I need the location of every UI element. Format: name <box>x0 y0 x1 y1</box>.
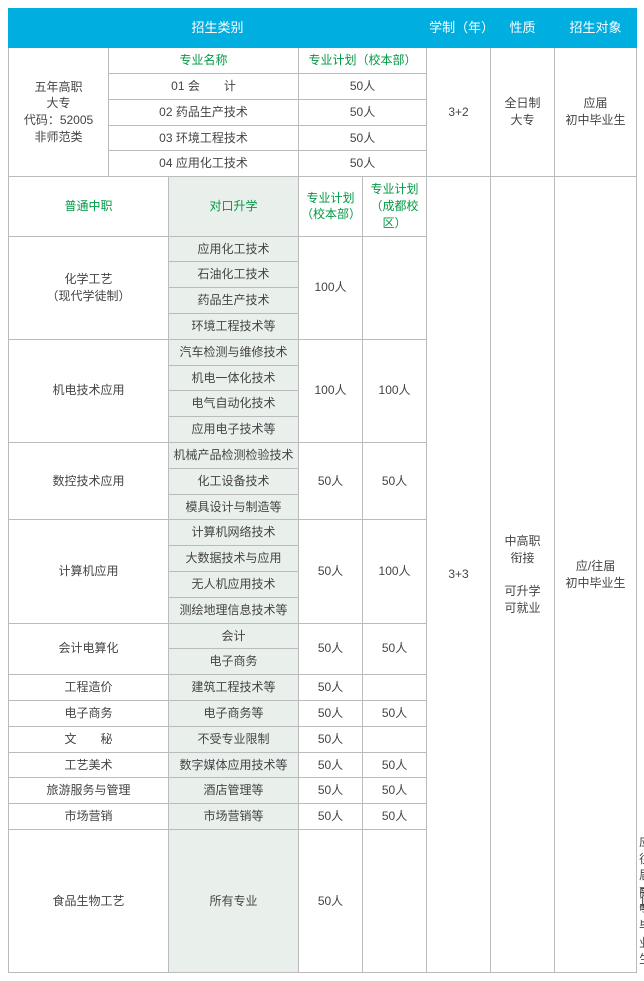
s2-g5-pc <box>363 675 427 701</box>
s2-g7-pm: 50人 <box>299 726 363 752</box>
s1-col-plan: 专业计划（校本部） <box>299 48 427 74</box>
s2-col-dk: 对口升学 <box>169 177 299 236</box>
s2-g0-zz: 化学工艺 （现代学徒制） <box>9 236 169 339</box>
enrollment-table: 招生类别 学制（年） 性质 招生对象 五年高职 大专 代码：52005 非师范类… <box>8 8 637 973</box>
s2-g0-sub2: 药品生产技术 <box>169 288 299 314</box>
s2-g9-pc: 50人 <box>363 778 427 804</box>
s2-g1-sub0: 汽车检测与维修技术 <box>169 339 299 365</box>
s2-g3-sub3: 测绘地理信息技术等 <box>169 597 299 623</box>
hdr-nature: 性质 <box>491 9 555 48</box>
s1-subheader: 五年高职 大专 代码：52005 非师范类 专业名称 专业计划（校本部） 3+2… <box>9 48 637 74</box>
s1-plan-0: 50人 <box>299 73 427 99</box>
s2-g1-pc: 100人 <box>363 339 427 442</box>
s2-g2-sub0: 机械产品检测检验技术 <box>169 442 299 468</box>
s2-g2-sub1: 化工设备技术 <box>169 468 299 494</box>
s2-g4-pc: 50人 <box>363 623 427 675</box>
s2-g2-pc: 50人 <box>363 442 427 519</box>
s2-g1-zz: 机电技术应用 <box>9 339 169 442</box>
s2-g2-pm: 50人 <box>299 442 363 519</box>
s2-g9-zz: 旅游服务与管理 <box>9 778 169 804</box>
s1-nature: 全日制 大专 <box>491 48 555 177</box>
s2-g6-sub0: 电子商务等 <box>169 700 299 726</box>
s2-g0-sub3: 环境工程技术等 <box>169 313 299 339</box>
s1-major-2: 03 环境工程技术 <box>109 125 299 151</box>
s2-g4-sub1: 电子商务 <box>169 649 299 675</box>
s2-g3-zz: 计算机应用 <box>9 520 169 623</box>
s2-g0-sub0: 应用化工技术 <box>169 236 299 262</box>
s2-g7-sub0: 不受专业限制 <box>169 726 299 752</box>
s2-g3-pm: 50人 <box>299 520 363 623</box>
s2-g0-sub1: 石油化工技术 <box>169 262 299 288</box>
s2-duration: 3+3 <box>427 177 491 973</box>
s1-plan-3: 50人 <box>299 151 427 177</box>
s1-title-l3: 非师范类 <box>34 130 82 144</box>
hdr-category: 招生类别 <box>9 9 427 48</box>
s2-g3-pc: 100人 <box>363 520 427 623</box>
s1-major-1: 02 药品生产技术 <box>109 99 299 125</box>
s2-g5-pm: 50人 <box>299 675 363 701</box>
s2-g8-sub0: 数字媒体应用技术等 <box>169 752 299 778</box>
s1-major-0: 01 会 计 <box>109 73 299 99</box>
s3-pm: 50人 <box>299 829 363 972</box>
s2-g4-pm: 50人 <box>299 623 363 675</box>
s2-g3-sub0: 计算机网络技术 <box>169 520 299 546</box>
s2-g4-sub0: 会计 <box>169 623 299 649</box>
s2-g8-pc: 50人 <box>363 752 427 778</box>
s1-major-3: 04 应用化工技术 <box>109 151 299 177</box>
s1-target: 应届 初中毕业生 <box>555 48 637 177</box>
s2-g1-sub3: 应用电子技术等 <box>169 417 299 443</box>
s1-plan-2: 50人 <box>299 125 427 151</box>
s1-title-l1: 大专 <box>46 96 70 110</box>
s2-g1-pm: 100人 <box>299 339 363 442</box>
s2-g6-pc: 50人 <box>363 700 427 726</box>
s1-title-l0: 五年高职 <box>34 80 82 94</box>
s2-g5-sub0: 建筑工程技术等 <box>169 675 299 701</box>
s2-col-zz: 普通中职 <box>9 177 169 236</box>
header-row: 招生类别 学制（年） 性质 招生对象 <box>9 9 637 48</box>
s2-g8-zz: 工艺美术 <box>9 752 169 778</box>
s2-g3-sub2: 无人机应用技术 <box>169 571 299 597</box>
s2-g1-sub1: 机电一体化技术 <box>169 365 299 391</box>
s2-g7-pc <box>363 726 427 752</box>
s2-g6-zz: 电子商务 <box>9 700 169 726</box>
hdr-target: 招生对象 <box>555 9 637 48</box>
s2-g2-sub2: 模具设计与制造等 <box>169 494 299 520</box>
s2-g6-pm: 50人 <box>299 700 363 726</box>
s3-zz: 食品生物工艺 <box>9 829 169 972</box>
hdr-duration: 学制（年） <box>427 9 491 48</box>
s2-g3-sub1: 大数据技术与应用 <box>169 546 299 572</box>
s2-g2-zz: 数控技术应用 <box>9 442 169 519</box>
s2-g10-zz: 市场营销 <box>9 804 169 830</box>
s2-g10-pc: 50人 <box>363 804 427 830</box>
s3-pc <box>363 829 427 972</box>
s2-g0-pm: 100人 <box>299 236 363 339</box>
s2-g5-zz: 工程造价 <box>9 675 169 701</box>
s2-col-plan-main: 专业计划 （校本部） <box>299 177 363 236</box>
s1-duration: 3+2 <box>427 48 491 177</box>
s2-g1-sub2: 电气自动化技术 <box>169 391 299 417</box>
s3-dk: 所有专业 <box>169 829 299 972</box>
s1-title-l2: 代码：52005 <box>24 113 93 127</box>
s1-title: 五年高职 大专 代码：52005 非师范类 <box>9 48 109 177</box>
s2-g10-sub0: 市场营销等 <box>169 804 299 830</box>
s2-g10-pm: 50人 <box>299 804 363 830</box>
s2-g9-pm: 50人 <box>299 778 363 804</box>
s1-plan-1: 50人 <box>299 99 427 125</box>
s2-g8-pm: 50人 <box>299 752 363 778</box>
s2-subheader: 普通中职 对口升学 专业计划 （校本部） 专业计划 （成都校区） 3+3 中高职… <box>9 177 637 236</box>
s2-g7-zz: 文 秘 <box>9 726 169 752</box>
s2-g4-zz: 会计电算化 <box>9 623 169 675</box>
s2-target: 应/往届 初中毕业生 <box>555 177 637 973</box>
s2-g9-sub0: 酒店管理等 <box>169 778 299 804</box>
s2-g0-pc <box>363 236 427 339</box>
s1-col-major: 专业名称 <box>109 48 299 74</box>
s2-nature: 中高职 衔接 可升学 可就业 <box>491 177 555 973</box>
s2-col-plan-cd: 专业计划 （成都校区） <box>363 177 427 236</box>
